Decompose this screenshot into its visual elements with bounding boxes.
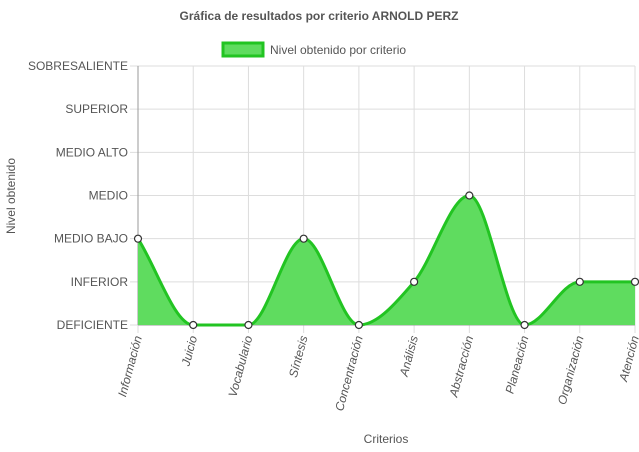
x-tick-label: Vocabulario [226,334,256,399]
series-layer [136,193,635,327]
data-point-1[interactable] [189,320,198,330]
legend-swatch [221,41,265,58]
data-point-8[interactable] [575,277,584,286]
series-area [138,195,635,325]
y-tick-label: MEDIO [89,189,128,203]
x-tick-label: Abstracción [446,334,476,399]
grid [130,65,636,333]
x-tick-label: Concentración [332,334,366,413]
y-tick-label: MEDIO ALTO [56,145,128,159]
series-line [136,193,635,327]
data-point-4[interactable] [354,320,363,330]
data-point-9[interactable] [630,277,639,286]
y-axis-ticks: DEFICIENTE INFERIOR MEDIO BAJO MEDIO MEDIO A… [28,59,128,332]
x-tick-label: Organización [555,334,587,406]
data-point-0[interactable] [133,234,143,243]
data-point-5[interactable] [410,277,419,286]
x-tick-label: Planeación [503,334,532,395]
data-point-2[interactable] [244,320,253,330]
x-tick-label: Información [115,334,145,398]
y-axis-label: Nivel obtenido [4,158,18,234]
y-tick-label: DEFICIENTE [57,318,128,332]
legend[interactable]: Nivel obtenido por criterio [221,41,406,58]
data-point-7[interactable] [520,320,529,330]
y-tick-label: INFERIOR [71,275,129,289]
data-point-3[interactable] [299,234,308,243]
x-tick-label: Atención [616,334,639,384]
y-tick-label: SUPERIOR [65,102,128,116]
x-axis-ticks: Información Juicio Vocabulario Síntesis Conc… [115,334,639,413]
x-tick-label: Juicio [178,334,200,369]
legend-label: Nivel obtenido por criterio [270,43,406,57]
x-tick-label: Síntesis [286,334,311,379]
data-point-6[interactable] [465,191,474,200]
y-tick-label: SOBRESALIENTE [28,59,128,73]
chart-title: Gráfica de resultados por criterio ARNOL… [180,9,459,23]
x-axis-label: Criterios [364,432,409,446]
x-tick-label: Análisis [397,334,421,379]
points-layer [133,191,639,330]
y-tick-label: MEDIO BAJO [54,232,128,246]
